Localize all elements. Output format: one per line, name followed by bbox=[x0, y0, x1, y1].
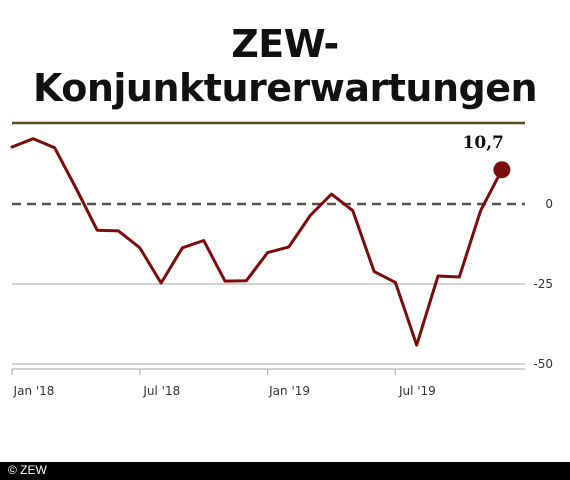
last-value-label: 10,7 bbox=[462, 133, 503, 153]
chart-title: ZEW-Konjunkturerwartungen bbox=[32, 22, 538, 110]
y-tick-label: 0 bbox=[545, 197, 553, 211]
footer-credit: © ZEW bbox=[8, 463, 47, 477]
last-value-marker bbox=[493, 161, 511, 179]
footer-bar: © ZEW bbox=[0, 462, 570, 480]
tick-layer: 0 -25 -50 Jan '18 Jul '18 Jan '19 Jul '19 bbox=[11, 197, 553, 398]
x-tick-label: Jul '19 bbox=[398, 384, 436, 398]
y-tick-label: -50 bbox=[533, 357, 553, 371]
series-line bbox=[10, 137, 504, 347]
x-tick-label: Jan '19 bbox=[268, 384, 310, 398]
grid-layer bbox=[12, 121, 525, 370]
series-layer: 10,7 bbox=[10, 133, 511, 347]
x-tick-label: Jul '18 bbox=[142, 384, 180, 398]
x-tick-label: Jan '18 bbox=[13, 384, 55, 398]
y-tick-label: -25 bbox=[533, 277, 553, 291]
